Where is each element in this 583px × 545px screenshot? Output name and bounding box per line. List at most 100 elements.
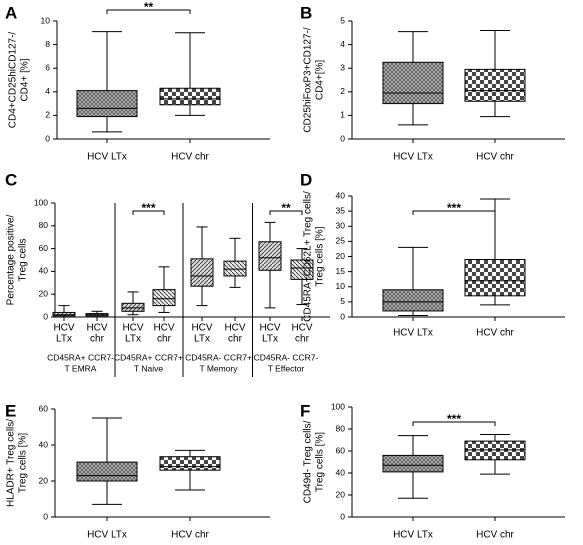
y-tick-label: 80 xyxy=(336,423,346,433)
y-tick-label: 35 xyxy=(336,205,346,215)
significance-label: *** xyxy=(141,201,155,215)
significance-bracket xyxy=(106,9,191,14)
y-tick-label: 2 xyxy=(45,110,50,120)
y-tick-label: 40 xyxy=(336,467,346,477)
y-tick-label: 60 xyxy=(39,403,49,413)
box xyxy=(76,90,138,118)
box xyxy=(464,259,526,297)
y-tick-label: 0 xyxy=(43,511,48,521)
x-tick-label: HCV chr xyxy=(171,530,209,541)
panel-label: C xyxy=(5,170,17,189)
significance-label: *** xyxy=(447,201,461,215)
y-axis-label: CD4+ [%] xyxy=(20,58,31,101)
significance-label: *** xyxy=(447,412,461,426)
y-tick-label: 8 xyxy=(45,39,50,49)
group-label: T EMRA xyxy=(65,363,97,373)
box xyxy=(290,259,314,280)
group-label: CD45RA- CCR7+ xyxy=(185,352,252,362)
panel-label: D xyxy=(300,170,312,189)
panel-label: E xyxy=(5,401,16,420)
x-tick-label: HCV xyxy=(224,323,245,334)
x-tick-label: HCV chr xyxy=(171,152,209,163)
box xyxy=(52,311,76,317)
panel-label: F xyxy=(300,401,310,420)
box xyxy=(382,454,444,473)
y-tick-label: 20 xyxy=(39,475,49,485)
y-tick-label: 20 xyxy=(39,288,49,298)
y-tick-label: 100 xyxy=(331,401,345,411)
x-tick-label: HCV LTx xyxy=(87,152,127,163)
y-axis-label: CD49d- Treg cells/ xyxy=(303,420,314,503)
x-tick-label: chr xyxy=(228,334,243,345)
y-tick-label: 40 xyxy=(39,439,49,449)
x-tick-label: HCV xyxy=(153,323,174,334)
y-tick-label: 80 xyxy=(39,220,49,230)
y-axis-label: CD45RA+CD62L+ Treg cells/ xyxy=(303,191,314,322)
box xyxy=(464,68,526,102)
y-axis-label: HLADR+ Treg cells/ xyxy=(6,419,17,507)
box xyxy=(152,289,176,307)
y-tick-label: 0 xyxy=(45,133,50,143)
y-tick-label: 5 xyxy=(340,296,345,306)
x-tick-label: HCV chr xyxy=(476,152,514,163)
y-tick-label: 20 xyxy=(336,251,346,261)
x-tick-label: chr xyxy=(157,334,172,345)
box xyxy=(190,258,214,287)
group-label: T Effector xyxy=(268,363,305,373)
x-tick-label: HCV xyxy=(191,323,212,334)
x-tick-label: HCV LTx xyxy=(87,530,127,541)
y-tick-label: 2 xyxy=(340,86,345,96)
group-label: T Naive xyxy=(134,363,163,373)
y-tick-label: 3 xyxy=(340,62,345,72)
y-axis-label: Treg cells [%] xyxy=(18,433,29,493)
significance-label: ** xyxy=(144,0,154,14)
box xyxy=(382,289,444,312)
significance-bracket xyxy=(269,210,303,215)
significance-bracket xyxy=(132,210,165,215)
box xyxy=(464,440,526,461)
y-axis-label: Treg cells [%] xyxy=(315,226,326,286)
x-tick-label: HCV xyxy=(259,323,280,334)
box xyxy=(159,87,221,106)
y-tick-label: 100 xyxy=(34,197,48,207)
x-tick-label: LTx xyxy=(125,334,141,345)
y-axis-label: Treg cells [%] xyxy=(315,432,326,492)
group-label: T Memory xyxy=(199,363,238,373)
y-tick-label: 20 xyxy=(336,489,346,499)
y-tick-label: 25 xyxy=(336,236,346,246)
x-tick-label: LTx xyxy=(194,334,210,345)
x-tick-label: HCV chr xyxy=(476,530,514,541)
y-tick-label: 10 xyxy=(41,15,51,25)
y-tick-label: 0 xyxy=(43,311,48,321)
y-tick-label: 60 xyxy=(336,445,346,455)
group-label: CD45RA- CCR7- xyxy=(254,352,319,362)
box xyxy=(223,260,247,277)
x-tick-label: HCV xyxy=(122,323,143,334)
y-axis-label: Treg cells xyxy=(18,239,29,282)
x-tick-label: HCV LTx xyxy=(393,530,433,541)
x-tick-label: HCV chr xyxy=(476,328,514,339)
group-label: CD45RA+ CCR7- xyxy=(47,352,114,362)
y-axis-label: CD25hiFoxP3+CD127-/ xyxy=(303,27,314,133)
y-tick-label: 6 xyxy=(45,62,50,72)
panel-label: A xyxy=(5,3,17,22)
x-tick-label: HCV xyxy=(291,323,312,334)
y-tick-label: 60 xyxy=(39,243,49,253)
box xyxy=(159,456,221,471)
x-tick-label: HCV LTx xyxy=(393,152,433,163)
y-tick-label: 15 xyxy=(336,266,346,276)
x-tick-label: HCV xyxy=(53,323,74,334)
y-tick-label: 40 xyxy=(336,190,346,200)
y-tick-label: 10 xyxy=(336,281,346,291)
y-tick-label: 4 xyxy=(45,86,50,96)
x-tick-label: HCV xyxy=(86,323,107,334)
y-axis-label: CD4+CD25hiCD127-/ xyxy=(8,32,19,129)
significance-label: ** xyxy=(281,201,291,215)
significance-bracket xyxy=(412,421,496,426)
x-tick-label: HCV LTx xyxy=(393,328,433,339)
y-tick-label: 1 xyxy=(340,110,345,120)
x-tick-label: LTx xyxy=(262,334,278,345)
y-tick-label: 0 xyxy=(340,511,345,521)
box xyxy=(76,461,138,482)
